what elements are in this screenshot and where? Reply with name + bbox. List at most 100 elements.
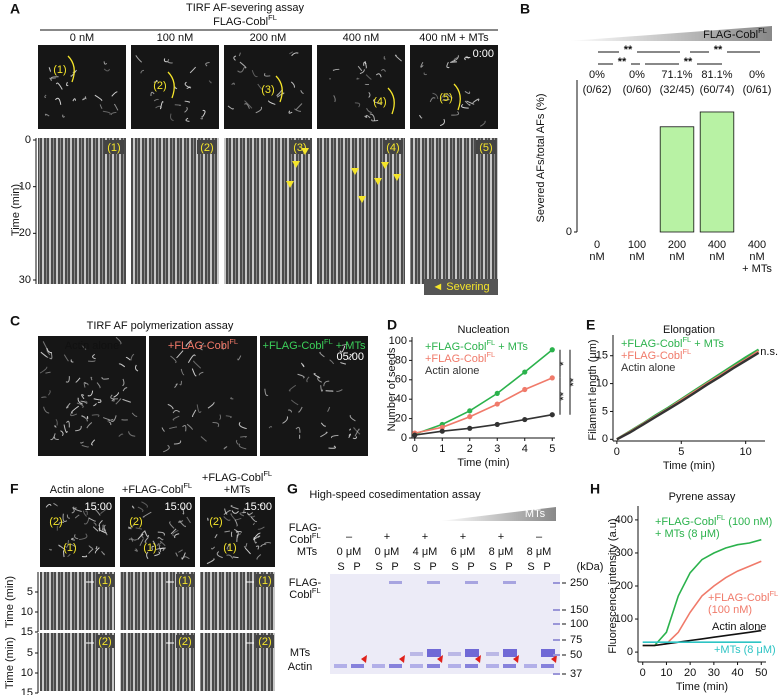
x-tick-label: 0	[640, 667, 646, 679]
filament	[244, 100, 253, 109]
filament	[67, 553, 71, 557]
filament	[306, 376, 310, 383]
filament	[383, 56, 386, 60]
kymo-label: (2)	[178, 636, 191, 648]
filament	[276, 92, 285, 98]
filament	[323, 380, 330, 387]
significance: **	[618, 56, 627, 68]
filament	[135, 527, 143, 530]
kymo-label: (2)	[258, 636, 271, 648]
filament	[359, 69, 365, 75]
filament	[179, 521, 187, 528]
roi-label: (3)	[261, 84, 274, 96]
x-tick-label: 10	[740, 446, 752, 458]
filament	[45, 371, 52, 374]
concentration: 8 μM	[527, 546, 552, 558]
bar	[659, 126, 695, 233]
filament	[222, 343, 225, 351]
filament	[243, 507, 246, 512]
gradient-wedge	[440, 507, 556, 521]
superscript: FL	[229, 337, 238, 346]
micrograph	[38, 336, 146, 456]
condition-label: +FLAG-CoblFL	[122, 481, 192, 496]
axis-title: Time (min)	[10, 184, 22, 236]
filament	[317, 375, 322, 383]
filament	[114, 103, 119, 111]
filament	[239, 61, 247, 69]
text-span: + MTs	[495, 341, 528, 353]
gradient-label: MTs	[525, 508, 546, 520]
arrowhead	[513, 655, 519, 663]
severing-arrow	[374, 178, 382, 185]
data-point	[439, 424, 445, 430]
filament	[238, 52, 241, 57]
superscript: FL	[268, 13, 277, 22]
superscript: FL	[682, 335, 691, 344]
legend-label: +FLAG-CoblFL	[708, 589, 778, 604]
filament	[178, 549, 183, 553]
filament	[174, 104, 182, 106]
severing-arrow	[286, 181, 294, 188]
filament	[237, 67, 245, 73]
filament	[63, 550, 65, 558]
significance: **	[714, 44, 723, 56]
filament	[242, 511, 247, 514]
filament	[86, 422, 93, 429]
axis-title: Number of seeds	[386, 347, 398, 431]
filament	[230, 504, 239, 510]
roi-label: (2)	[49, 516, 62, 528]
label-box	[383, 140, 403, 154]
label-box	[256, 574, 274, 587]
value-label: 0%	[589, 69, 605, 81]
filament	[74, 508, 82, 512]
panel-title: TIRF AF polymerization assay	[87, 320, 234, 332]
superscript: FL	[486, 338, 495, 347]
filament	[186, 516, 191, 524]
filament	[191, 409, 197, 417]
filament	[159, 101, 164, 110]
filament	[181, 507, 185, 515]
filament	[110, 111, 117, 116]
data-point	[522, 386, 528, 393]
superscript: FL	[716, 513, 725, 522]
gel	[330, 574, 560, 674]
panel-label: D	[387, 317, 397, 333]
filament	[364, 61, 367, 69]
filament	[62, 513, 68, 522]
filament	[101, 524, 104, 531]
filament	[50, 433, 56, 441]
filament	[259, 503, 263, 506]
filament	[113, 392, 120, 398]
x-tick-label: 30	[708, 667, 720, 679]
text-span: +FLAG-Cobl	[425, 353, 486, 365]
filament	[139, 538, 144, 546]
label-box	[176, 635, 194, 648]
band-label: Actin	[288, 661, 312, 673]
filament	[256, 554, 262, 560]
filament	[82, 96, 87, 101]
filament	[186, 86, 191, 89]
gel-band	[410, 664, 423, 668]
filament	[93, 398, 102, 401]
filament	[82, 97, 88, 101]
gel-band	[503, 581, 516, 584]
filament	[157, 536, 163, 541]
filament	[63, 424, 68, 433]
filament	[85, 510, 88, 515]
filament	[219, 414, 222, 420]
series-line	[616, 351, 760, 441]
kymo-label: (5)	[479, 142, 492, 154]
kymograph	[317, 138, 405, 284]
gel-band	[448, 652, 461, 656]
filament	[125, 356, 131, 361]
filament	[64, 540, 69, 548]
filament	[251, 70, 258, 78]
kymo-label: (1)	[107, 142, 120, 154]
y-tick-label: 20	[395, 413, 407, 425]
filament	[464, 90, 471, 95]
y-tick-label: 60	[395, 374, 407, 386]
filament	[255, 106, 263, 114]
filament	[432, 92, 439, 100]
filament	[111, 398, 115, 402]
filament	[90, 376, 93, 381]
